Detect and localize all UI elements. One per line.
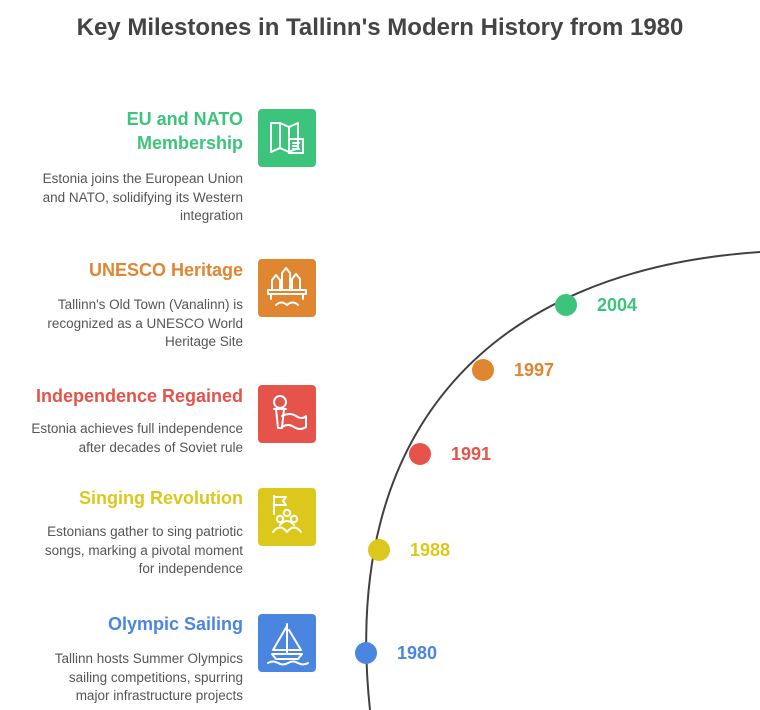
diagram-title: Key Milestones in Tallinn's Modern Histo… [76, 14, 684, 41]
milestone-description-line: sailing competitions, spurring [68, 669, 243, 685]
milestone-description-line: after decades of Soviet rule [78, 439, 243, 455]
milestone-description-line: recognized as a UNESCO World [47, 315, 243, 331]
sailboat-icon [258, 614, 316, 672]
timeline-dot [355, 642, 377, 664]
milestone-description: Tallinn hosts Summer Olympics sailing com… [0, 650, 243, 706]
milestone-title: Independence Regained [36, 384, 243, 408]
milestone-title: Singing Revolution [79, 486, 243, 510]
milestone-description-line: integration [179, 208, 243, 223]
milestone-description: Estonia achieves full independence after … [0, 420, 243, 457]
milestone-description-line: Tallinn's Old Town (Vanalinn) is [57, 297, 243, 312]
milestone-title-line: Membership [136, 133, 243, 153]
milestone-description-line: Tallinn hosts Summer Olympics [54, 651, 243, 666]
milestone-description-line: major infrastructure projects [75, 688, 243, 703]
milestone-title: UNESCO Heritage [89, 258, 243, 282]
crowd-flag-icon [258, 488, 316, 546]
milestone-title: Olympic Sailing [108, 612, 243, 636]
milestone-description: Estonia joins the European Union and NATO… [0, 170, 243, 226]
milestone-title-line: Independence Regained [35, 386, 243, 406]
old-town-icon [258, 259, 316, 317]
milestone-description-line: songs, marking a pivotal moment [44, 542, 243, 558]
milestone-description-line: Estonia achieves full independence [31, 421, 243, 436]
year-label: 1980 [397, 643, 438, 663]
milestone-description: Estonians gather to sing patriotic songs,… [0, 523, 243, 579]
milestone-description: Tallinn's Old Town (Vanalinn) is recogniz… [0, 296, 243, 352]
milestone-description-line: Estonia joins the European Union [42, 171, 243, 186]
milestone-title-line: Olympic Sailing [107, 614, 243, 634]
milestone-title-line: UNESCO Heritage [88, 260, 243, 280]
milestone-description-line: for independence [138, 561, 243, 576]
year-label: 1991 [451, 444, 492, 464]
milestone-description-line: Estonians gather to sing patriotic [47, 524, 243, 539]
year-label: 2004 [597, 295, 638, 315]
year-label: 1988 [410, 540, 451, 560]
milestone-title-line: EU and NATO [126, 109, 243, 129]
milestone-description-line: and NATO, solidifying its Western [42, 189, 243, 205]
waving-flag-icon [258, 385, 316, 443]
milestone-title-line: Singing Revolution [79, 488, 243, 508]
timeline-dot [368, 539, 390, 561]
timeline-dot [555, 294, 577, 316]
milestone-description-line: Heritage Site [164, 334, 243, 349]
timeline-dot [409, 443, 431, 465]
map-flag-icon [258, 109, 316, 167]
milestone-title: EU and NATO Membership [127, 107, 243, 155]
timeline-dot [472, 359, 494, 381]
year-label: 1997 [514, 360, 555, 380]
